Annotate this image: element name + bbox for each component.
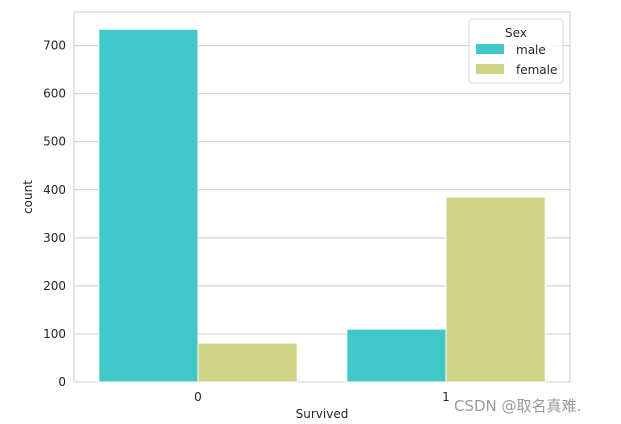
legend-swatch-female	[476, 64, 504, 74]
legend-label-male: male	[516, 43, 546, 57]
y-axis-label: count	[21, 180, 35, 214]
y-tick-label: 600	[43, 87, 66, 101]
legend-swatch-male	[476, 44, 504, 54]
y-tick-label: 500	[43, 135, 66, 149]
bar-female-0	[197, 342, 298, 383]
legend-title: Sex	[505, 26, 527, 40]
bars	[98, 28, 546, 383]
y-tick-label: 700	[43, 39, 66, 53]
bar-male-1	[346, 328, 447, 383]
y-tick-label: 100	[43, 327, 66, 341]
watermark-outline: CSDN @取名真难.	[454, 397, 581, 415]
bar-male-0	[98, 28, 199, 383]
y-axis-ticks: 0 100 200 300 400 500 600 700	[43, 39, 66, 389]
legend: Sex male female	[468, 18, 564, 84]
y-tick-label: 300	[43, 231, 66, 245]
y-tick-label: 400	[43, 183, 66, 197]
legend-label-female: female	[516, 63, 557, 77]
watermark: CSDN @取名真难.	[454, 397, 581, 415]
y-tick-label: 0	[58, 375, 66, 389]
x-axis-label: Survived	[296, 407, 349, 421]
x-tick-label: 0	[194, 390, 202, 404]
bar-female-1	[445, 196, 546, 383]
y-tick-label: 200	[43, 279, 66, 293]
x-tick-label: 1	[442, 390, 450, 404]
